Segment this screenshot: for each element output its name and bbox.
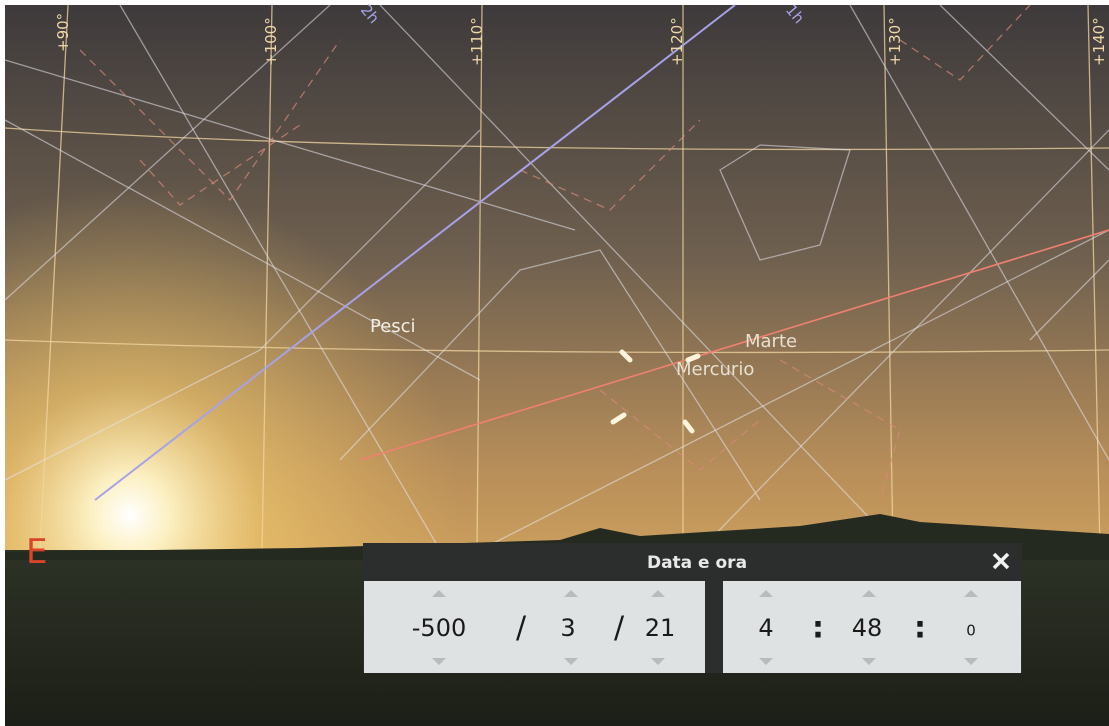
second-field[interactable]: 0: [966, 622, 976, 640]
month-field[interactable]: 3: [560, 614, 575, 642]
grid-label: +100°: [262, 17, 280, 66]
dialog-title: Data e ora: [647, 553, 747, 573]
separator: :: [812, 611, 824, 646]
grid-label: +130°: [886, 17, 904, 66]
grid-label: +90°: [54, 13, 72, 52]
minute-field[interactable]: 48: [852, 614, 883, 642]
grid-label: +120°: [668, 17, 686, 66]
separator: /: [614, 611, 625, 646]
hour-field[interactable]: 4: [758, 614, 773, 642]
grid-label: +110°: [468, 17, 486, 66]
stellarium-view: +90° +100° +110° +120° +130° +140° 2h 1h…: [0, 0, 1109, 726]
year-field[interactable]: -500: [412, 614, 466, 642]
planet-label: Mercurio: [676, 359, 754, 380]
planet-label: Marte: [745, 331, 797, 352]
cardinal-label: E: [26, 532, 47, 572]
date-time-dialog: Data e ora -500 / 3 / 21 4 : 48 : 0: [363, 543, 1022, 673]
day-field[interactable]: 21: [645, 614, 676, 642]
grid-label: +140°: [1090, 17, 1108, 66]
separator: :: [914, 611, 926, 646]
separator: /: [516, 611, 527, 646]
constellation-label: Pesci: [370, 316, 416, 337]
